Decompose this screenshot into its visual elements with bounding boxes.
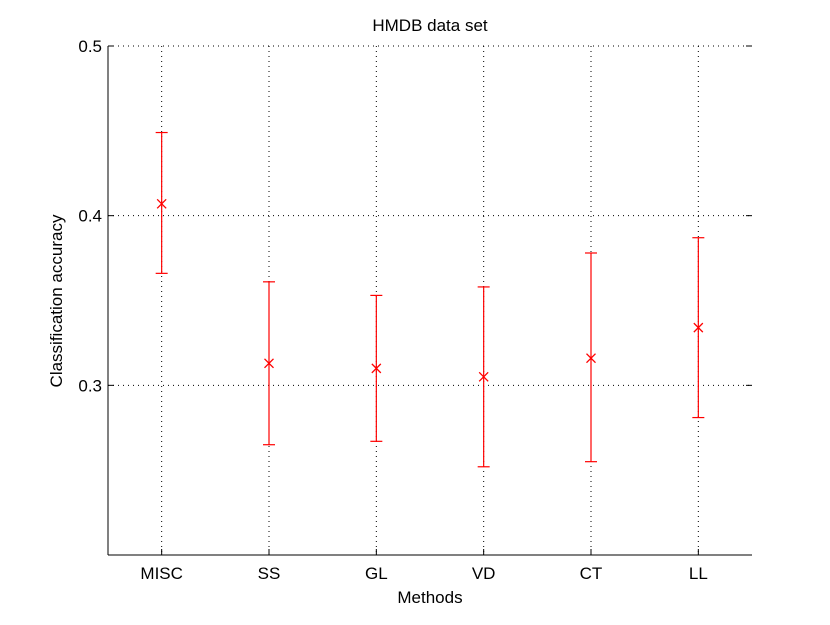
data-point-marker — [264, 358, 274, 369]
marker-stroke-b — [264, 358, 274, 369]
y-tick-label: 0.3 — [78, 376, 102, 395]
marker-stroke-b — [371, 363, 382, 374]
y-axis-title: Classification accuracy — [47, 214, 66, 387]
data-point-marker — [371, 363, 382, 374]
chart-title: HMDB data set — [372, 16, 488, 35]
marker-stroke-b — [693, 322, 704, 333]
x-tick-label: GL — [365, 564, 388, 583]
errorbar-ll — [692, 237, 705, 419]
marker-stroke-b — [478, 371, 489, 382]
data-point-marker — [586, 353, 596, 364]
x-axis-title: Methods — [397, 588, 462, 607]
y-tick-label: 0.4 — [78, 207, 102, 226]
errorbar-vd — [477, 286, 490, 468]
x-tick-label: VD — [472, 564, 496, 583]
x-tick-label: CT — [580, 564, 603, 583]
y-tick-label: 0.5 — [78, 37, 102, 56]
data-point-marker — [478, 371, 489, 382]
axes-layer — [107, 45, 752, 556]
x-tick-label: LL — [689, 564, 708, 583]
x-tick-label: SS — [258, 564, 281, 583]
errorbar-ct — [585, 252, 597, 463]
marker-stroke-b — [156, 198, 167, 209]
grid-layer — [108, 45, 752, 555]
errorbar-ss — [263, 281, 275, 446]
labels-layer: 0.3 0.4 0.5 MISC SS GL VD CT LL — [78, 37, 707, 583]
errorbar-gl — [370, 294, 383, 442]
data-point-marker — [156, 198, 167, 209]
data-point-marker — [693, 322, 704, 333]
errorbar-misc — [155, 131, 168, 274]
x-tick-label: MISC — [140, 564, 183, 583]
marker-stroke-b — [586, 353, 596, 364]
marks-layer — [155, 131, 705, 468]
